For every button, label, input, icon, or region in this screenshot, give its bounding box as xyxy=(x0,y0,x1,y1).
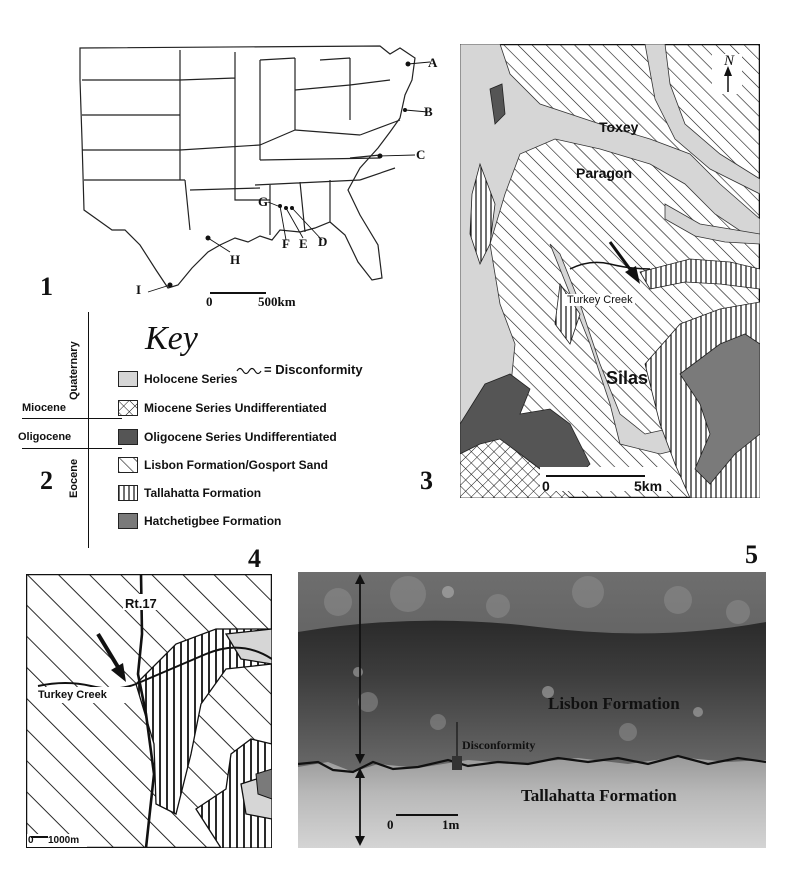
key-label-holocene: Holocene Series xyxy=(144,372,238,386)
key-label-tallahatta: Tallahatta Formation xyxy=(144,486,262,500)
site-label-i: I xyxy=(136,282,142,297)
map4-route: Rt.17 xyxy=(125,596,157,611)
detail-map-rt17 xyxy=(26,574,272,848)
strat-column-line xyxy=(88,312,89,548)
panel-number-2: 2 xyxy=(40,466,53,495)
panel-number-1: 1 xyxy=(40,272,53,301)
site-label-a: A xyxy=(428,55,438,70)
swatch-lisbon xyxy=(118,457,138,473)
swatch-hatchetigbee xyxy=(118,513,138,529)
panel-number-3: 3 xyxy=(420,466,433,495)
key-label-miocene: Miocene Series Undifferentiated xyxy=(144,401,327,415)
photo-lower-unit: Tallahatta Formation xyxy=(521,786,677,805)
site-label-h: H xyxy=(230,252,241,267)
map1-scale-bar xyxy=(210,292,266,294)
key-row-tallahatta: Tallahatta Formation xyxy=(118,482,261,504)
map1-scale-zero: 0 xyxy=(206,294,213,309)
map3-turkey-creek: Turkey Creek xyxy=(565,294,635,306)
key-row-oligocene: Oligocene Series Undifferentiated xyxy=(118,426,337,448)
key-title: Key xyxy=(145,320,198,357)
site-label-e: E xyxy=(299,236,308,251)
map1-scale-end: 500km xyxy=(258,294,296,309)
map3-silas: Silas xyxy=(606,368,649,388)
era-eocene: Eocene xyxy=(68,458,80,498)
key-label-oligocene: Oligocene Series Undifferentiated xyxy=(144,430,337,444)
geologic-map-silas xyxy=(460,44,760,498)
key-label-hatchetigbee: Hatchetigbee Formation xyxy=(144,514,282,528)
key-row-hatchetigbee: Hatchetigbee Formation xyxy=(118,510,281,532)
disconformity-label: = Disconformity xyxy=(264,362,363,377)
key-row-lisbon: Lisbon Formation/Gosport Sand xyxy=(118,454,328,476)
outcrop-photo xyxy=(298,572,766,848)
photo-disconformity-label: Disconformity xyxy=(462,738,536,752)
era-quaternary: Quaternary xyxy=(68,341,80,400)
era-divider-1 xyxy=(22,418,122,419)
map3-paragon: Paragon xyxy=(576,165,633,181)
era-miocene: Miocene xyxy=(22,402,67,414)
map3-toxey: Toxey xyxy=(599,119,639,135)
site-label-g: G xyxy=(258,194,269,209)
site-label-c: C xyxy=(416,147,426,162)
map3-north-label: N xyxy=(724,53,735,69)
site-label-b: B xyxy=(424,104,433,119)
map4-scale-zero: 0 xyxy=(28,835,34,846)
swatch-oligocene xyxy=(118,429,138,445)
site-label-d: D xyxy=(318,234,328,249)
key-row-miocene: Miocene Series Undifferentiated xyxy=(118,397,327,419)
swatch-holocene xyxy=(118,371,138,387)
panel-number-5: 5 xyxy=(745,540,758,569)
panel-number-4: 4 xyxy=(248,544,261,573)
map3-scale-end: 5km xyxy=(634,478,663,494)
swatch-tallahatta xyxy=(118,485,138,501)
photo-scale-zero: 0 xyxy=(387,817,394,832)
era-divider-2 xyxy=(22,448,122,449)
disconformity-symbol xyxy=(236,367,262,375)
us-locator-map xyxy=(79,45,431,293)
key-row-holocene: Holocene Series xyxy=(118,368,237,390)
swatch-miocene xyxy=(118,400,138,416)
key-label-lisbon: Lisbon Formation/Gosport Sand xyxy=(144,458,328,472)
map4-creek: Turkey Creek xyxy=(38,689,107,701)
era-oligocene: Oligocene xyxy=(18,431,72,443)
photo-scale-end: 1m xyxy=(442,817,460,832)
map3-scale-zero: 0 xyxy=(542,478,550,494)
photo-upper-unit: Lisbon Formation xyxy=(548,694,680,713)
site-label-f: F xyxy=(282,236,290,251)
map4-scale-end: 1000m xyxy=(48,835,80,846)
